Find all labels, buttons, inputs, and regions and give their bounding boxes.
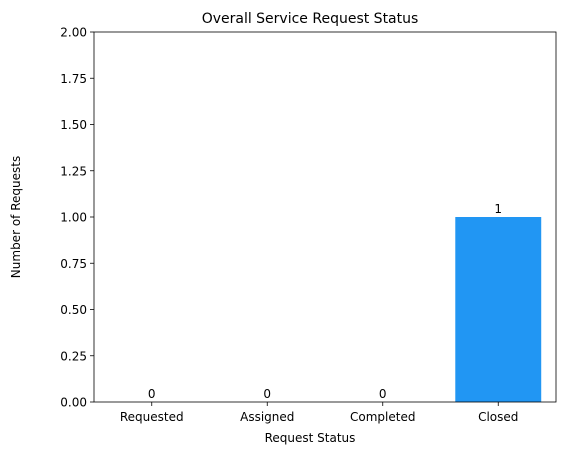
- y-tick-label-1: 0.25: [60, 349, 87, 363]
- y-tick-label-5: 1.25: [60, 164, 87, 178]
- bar-closed: [455, 217, 542, 402]
- y-tick-label-2: 0.50: [60, 303, 87, 317]
- y-axis-label: Number of Requests: [9, 156, 23, 278]
- x-tick-label-assigned: Assigned: [240, 410, 294, 424]
- x-tick-label-completed: Completed: [350, 410, 415, 424]
- y-tick-label-6: 1.50: [60, 118, 87, 132]
- data-label-closed: 1: [494, 202, 502, 216]
- y-tick-label-8: 2.00: [60, 26, 87, 40]
- x-tick-label-closed: Closed: [478, 410, 518, 424]
- plot-area: 0 Requested 0 Assigned 0 Completed 1 Closed 0.00…: [60, 26, 557, 424]
- y-tick-label-7: 1.75: [60, 72, 87, 86]
- data-label-assigned: 0: [263, 387, 271, 401]
- axes-frame: [93, 31, 557, 403]
- y-tick-label-4: 1.00: [60, 211, 87, 225]
- x-tick-label-requested: Requested: [120, 410, 184, 424]
- chart-title: Overall Service Request Status: [202, 11, 419, 27]
- data-label-completed: 0: [379, 387, 387, 401]
- x-axis-label: Request Status: [265, 431, 356, 445]
- data-label-requested: 0: [148, 387, 156, 401]
- y-tick-label-0: 0.00: [60, 396, 87, 410]
- y-tick-label-3: 0.75: [60, 257, 87, 271]
